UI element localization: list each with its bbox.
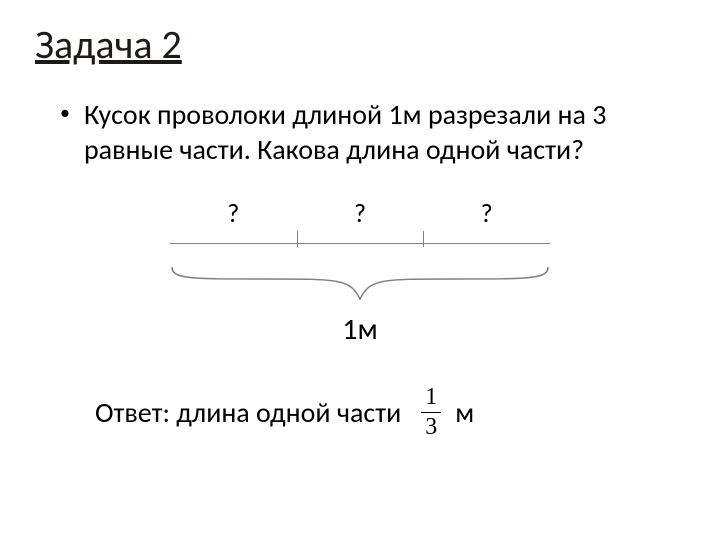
fraction-denominator: 3 <box>421 415 441 440</box>
fraction-bar <box>421 412 441 413</box>
answer-row: Ответ: длина одной части 1 3 м <box>35 385 685 440</box>
wire-line <box>170 243 550 244</box>
answer-fraction: 1 3 <box>421 385 441 440</box>
answer-prefix: Ответ: длина одной части <box>95 395 401 430</box>
segment-label: ? <box>354 197 366 229</box>
answer-unit: м <box>455 395 474 430</box>
slide: Задача 2 • Кусок проволоки длиной 1м раз… <box>0 0 720 540</box>
segment-label: ? <box>227 197 239 229</box>
bullet-icon: • <box>60 97 70 129</box>
total-length-label: 1м <box>170 311 550 348</box>
segment-label: ? <box>481 197 493 229</box>
division-tick <box>297 231 298 247</box>
brace <box>170 265 550 301</box>
problem-block: • Кусок проволоки длиной 1м разрезали на… <box>35 97 685 167</box>
page-title: Задача 2 <box>35 20 685 69</box>
segment-labels-row: ? ? ? <box>170 197 550 229</box>
brace-icon <box>170 265 550 301</box>
fraction-numerator: 1 <box>421 385 441 410</box>
wire-diagram: ? ? ? 1м <box>170 197 550 347</box>
segment-line <box>170 235 550 251</box>
problem-text: Кусок проволоки длиной 1м разрезали на 3… <box>84 97 685 167</box>
division-tick <box>423 231 424 247</box>
